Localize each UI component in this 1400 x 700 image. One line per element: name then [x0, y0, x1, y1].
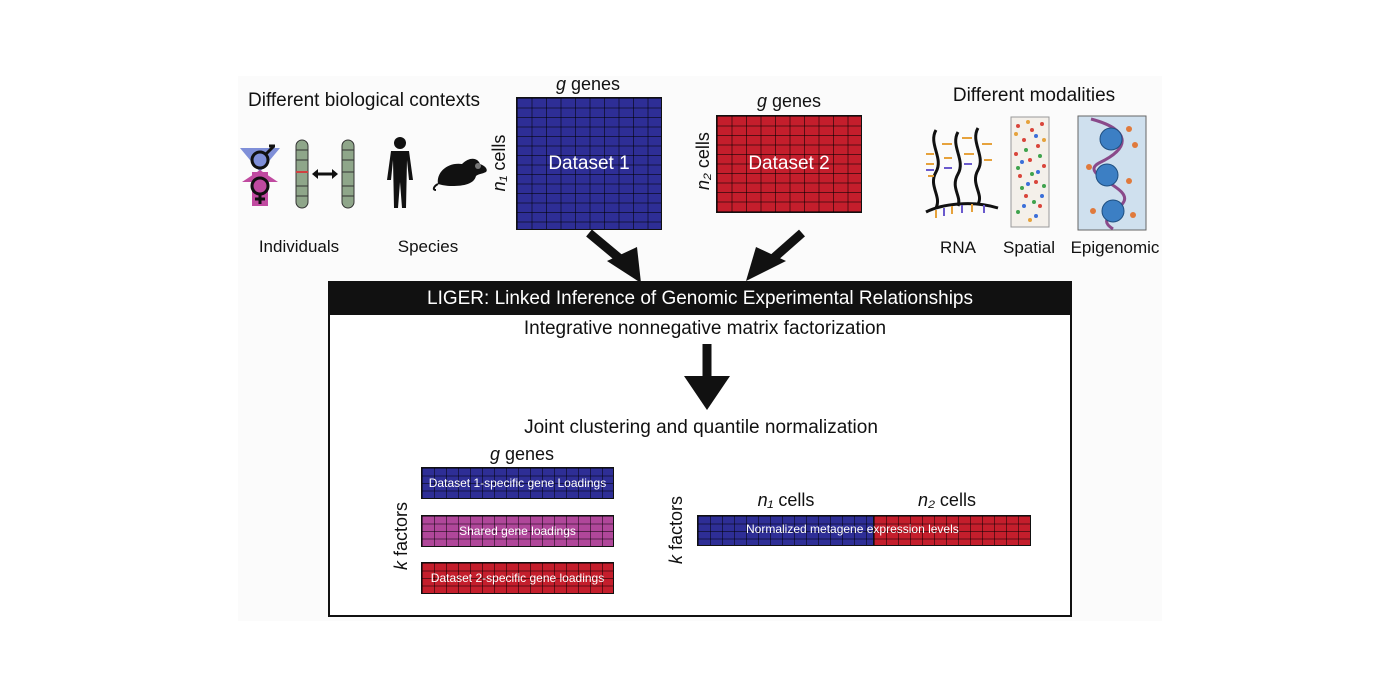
sex-symbols-icon	[240, 144, 280, 206]
dataset2-loadings-label: Dataset 2-specific gene loadings	[430, 571, 605, 585]
dataset2-genes-label: g genes	[756, 91, 822, 111]
n2-cells-label: n₂ cells	[918, 490, 976, 510]
dataset1-genes-label: g genes	[555, 74, 621, 94]
dataset2-title: Dataset 2	[748, 153, 830, 174]
rna-label: RNA	[940, 238, 976, 257]
step-clustering-label: Joint clustering and quantile normalizat…	[524, 417, 878, 438]
dataset1-title: Dataset 1	[548, 152, 630, 174]
human-silhouette-icon	[387, 137, 413, 208]
dataset1-loadings-matrix: Dataset 1-specific gene Loadings	[421, 467, 614, 499]
loadings-factors-label: k factors	[391, 501, 411, 571]
down-arrow-icon	[746, 229, 805, 281]
chromatin-icon	[1077, 115, 1147, 231]
shared-loadings-label: Shared gene loadings	[459, 524, 576, 538]
mouse-silhouette-icon	[432, 158, 487, 191]
n1-cells-label: n₁ cells	[757, 490, 815, 510]
shared-loadings-matrix: Shared gene loadings	[421, 515, 614, 547]
dataset1-loadings-label: Dataset 1-specific gene Loadings	[428, 476, 607, 490]
dataset1-cells-label: n₁ cells	[489, 134, 509, 192]
epigenomic-label: Epigenomic	[1070, 238, 1160, 257]
spatial-tissue-icon	[1010, 116, 1050, 228]
dataset2-loadings-matrix: Dataset 2-specific gene loadings	[421, 562, 614, 594]
metagene-label: Normalized metagene expression levels	[746, 522, 959, 536]
dataset1-matrix: Dataset 1	[516, 97, 662, 230]
dataset2-matrix: Dataset 2	[716, 115, 862, 213]
liger-header: LIGER: Linked Inference of Genomic Exper…	[330, 283, 1070, 315]
individuals-label: Individuals	[258, 237, 340, 256]
metagene-factors-label: k factors	[666, 495, 686, 565]
rna-strands-icon	[925, 127, 999, 218]
down-arrow-icon	[684, 344, 730, 410]
down-arrow-icon	[586, 229, 641, 283]
loadings-genes-label: g genes	[489, 444, 555, 464]
chromosome-pair-icon	[295, 139, 355, 209]
species-label: Species	[397, 237, 459, 256]
liger-title: LIGER: Linked Inference of Genomic Exper…	[427, 288, 973, 309]
liger-box: LIGER: Linked Inference of Genomic Exper…	[328, 281, 1072, 617]
biological-contexts-label: Different biological contexts	[248, 90, 480, 111]
step-inmf-label: Integrative nonnegative matrix factoriza…	[523, 318, 887, 339]
dataset2-cells-label: n₂ cells	[693, 132, 713, 190]
metagene-n1-matrix	[697, 515, 874, 546]
modalities-label: Different modalities	[952, 85, 1116, 106]
spatial-label: Spatial	[1003, 238, 1055, 257]
metagene-n2-matrix	[873, 515, 1031, 546]
